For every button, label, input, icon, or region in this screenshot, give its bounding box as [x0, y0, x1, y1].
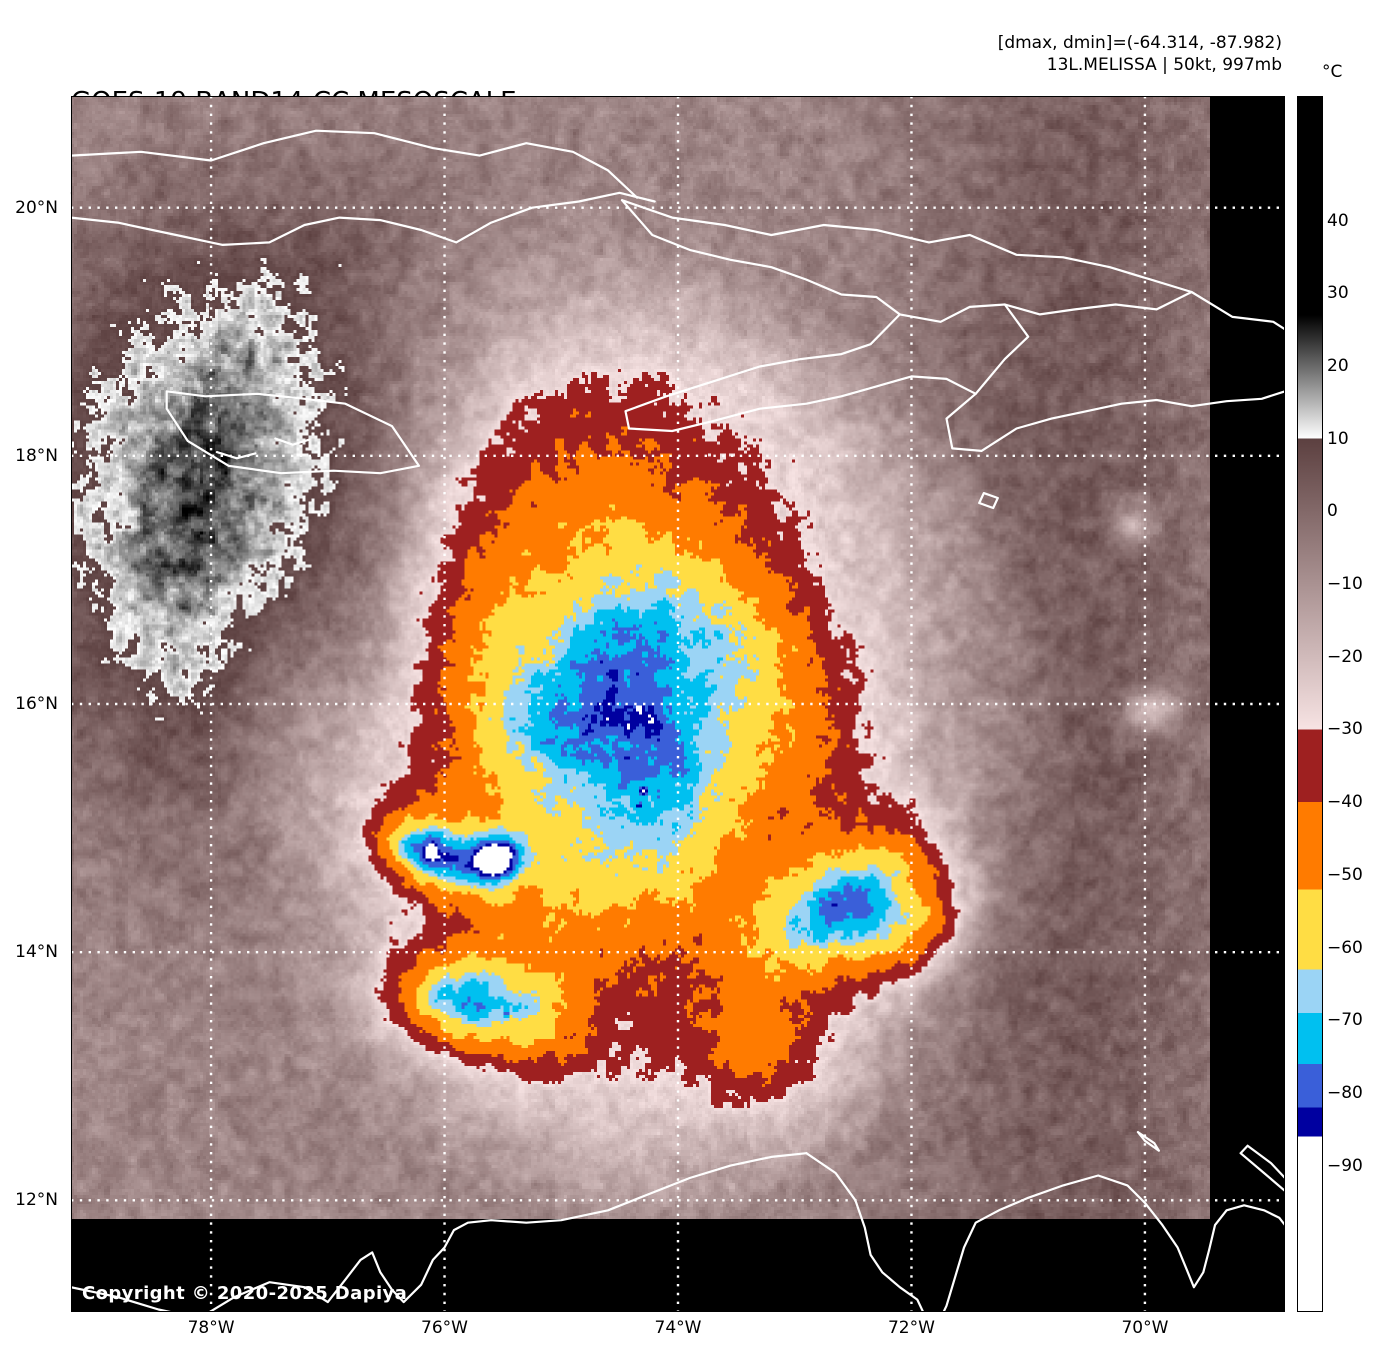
infrared-heatmap — [71, 96, 1285, 1312]
coastline — [71, 129, 639, 199]
coastline — [71, 1152, 808, 1312]
colorbar-tick-label: −60 — [1327, 937, 1363, 958]
longitude-tick-label: 72°W — [887, 1318, 935, 1338]
latitude-axis: 20°N 18°N 16°N 14°N 12°N — [0, 96, 66, 1312]
colorbar-tick-label: −90 — [1327, 1155, 1363, 1176]
metadata-block: [dmax, dmin]=(-64.314, -87.982) 13L.MELI… — [998, 32, 1282, 77]
coastline — [974, 303, 1030, 395]
colorbar-tick-label: 0 — [1327, 501, 1338, 522]
colorbar-tick-label: −10 — [1327, 574, 1363, 595]
coastline — [165, 390, 420, 475]
data-range-label: [dmax, dmin]=(-64.314, -87.982) — [997, 33, 1282, 53]
colorbar-tick-label: 10 — [1327, 428, 1349, 449]
latitude-tick-label: 12°N — [15, 1190, 58, 1211]
longitude-tick-label: 78°W — [187, 1318, 235, 1338]
copyright-label: Copyright © 2020-2025 Dapiya — [82, 1283, 408, 1304]
latitude-tick-label: 14°N — [15, 942, 58, 963]
colorbar-tick-label: 40 — [1327, 210, 1349, 231]
coastline — [274, 437, 311, 446]
storm-info-label: 13L.MELISSA | 50kt, 997mb — [1046, 55, 1282, 76]
colorbar-tick-label: 20 — [1327, 355, 1349, 376]
colorbar-tick-label: −70 — [1327, 1010, 1363, 1031]
colorbar-tick-label: −50 — [1327, 864, 1363, 885]
latitude-tick-label: 18°N — [15, 445, 58, 466]
colorbar-tick-label: −80 — [1327, 1082, 1363, 1103]
colorbar — [1297, 96, 1323, 1312]
colorbar-tick-labels: 40 30 20 10 0 −10 −20 −30 −40 −50 −60 −70 −80 −90 — [1327, 96, 1387, 1312]
longitude-tick-label: 76°W — [421, 1318, 469, 1338]
latitude-tick-label: 20°N — [15, 197, 58, 218]
colorbar-tick-label: 30 — [1327, 283, 1349, 304]
coastline — [71, 191, 656, 246]
colorbar-unit-label: °C — [1322, 62, 1343, 82]
longitude-tick-label: 70°W — [1121, 1318, 1169, 1338]
colorbar-gradient — [1298, 97, 1322, 1311]
colorbar-tick-label: −40 — [1327, 792, 1363, 813]
coastline — [624, 313, 1285, 452]
coastline — [1136, 1130, 1161, 1152]
coastline — [620, 199, 1285, 331]
coastline — [805, 1152, 1285, 1312]
longitude-axis: 78°W 76°W 74°W 72°W 70°W — [71, 1318, 1285, 1348]
satellite-image-plot — [71, 96, 1285, 1312]
longitude-tick-label: 74°W — [654, 1318, 702, 1338]
colorbar-tick-label: −20 — [1327, 646, 1363, 667]
coastline — [1239, 1144, 1285, 1193]
latitude-tick-label: 16°N — [15, 694, 58, 714]
colorbar-tick-label: −30 — [1327, 719, 1363, 740]
coastline — [978, 492, 999, 510]
